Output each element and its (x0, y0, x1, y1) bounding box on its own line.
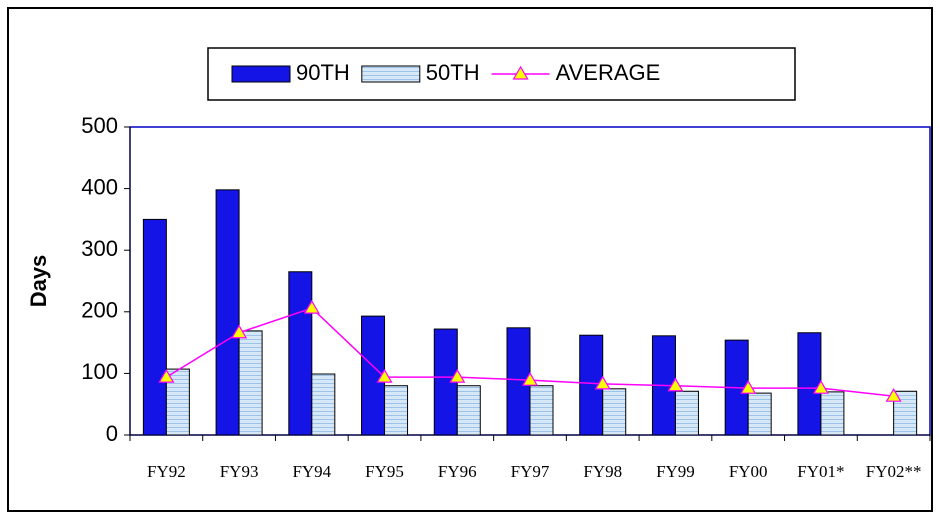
average-marker (812, 379, 829, 394)
x-tick-label: FY96 (438, 462, 477, 481)
plot-area (129, 126, 931, 436)
average-marker (231, 324, 248, 339)
legend-label: 50TH (426, 60, 480, 85)
bar (165, 368, 190, 436)
x-tick-label: FY94 (292, 462, 331, 481)
y-tick-label: 0 (106, 421, 118, 446)
y-tick-label: 500 (81, 113, 118, 138)
x-tick-label: FY92 (147, 462, 186, 481)
x-tick-label: FY00 (729, 462, 768, 481)
average-marker (594, 375, 611, 390)
average-marker (449, 368, 466, 383)
y-axis-label: Days (26, 255, 51, 308)
y-tick-label: 100 (81, 359, 118, 384)
bar (288, 271, 313, 436)
x-tick-label: FY98 (583, 462, 622, 481)
y-tick-label: 400 (81, 174, 118, 199)
bar (384, 385, 409, 436)
average-marker (376, 368, 393, 383)
x-tick-label: FY02** (866, 462, 922, 481)
bar (674, 390, 699, 436)
average-marker (158, 368, 175, 383)
legend-label: 90TH (296, 60, 350, 85)
legend-marker (512, 65, 529, 80)
bar (820, 391, 845, 436)
bar (747, 392, 772, 436)
y-tick-label: 300 (81, 236, 118, 261)
legend-swatch (361, 65, 421, 83)
average-marker (885, 388, 902, 402)
bar (142, 218, 167, 436)
bar (215, 189, 240, 436)
bar (893, 390, 918, 436)
average-marker (303, 299, 320, 314)
x-tick-label: FY01* (797, 462, 844, 481)
average-marker (667, 377, 684, 392)
x-tick-label: FY95 (365, 462, 404, 481)
x-tick-label: FY99 (656, 462, 695, 481)
x-tick-label: FY93 (220, 462, 259, 481)
bar (797, 332, 822, 436)
bar (311, 373, 336, 436)
bar (602, 388, 627, 436)
x-tick-label: FY97 (511, 462, 550, 481)
average-marker (521, 371, 539, 386)
bar (238, 330, 263, 436)
legend-swatch (231, 65, 291, 83)
average-marker (740, 379, 757, 394)
legend-label: AVERAGE (556, 60, 661, 85)
bar (456, 385, 481, 436)
bar (529, 385, 554, 436)
y-tick-label: 200 (81, 298, 118, 323)
